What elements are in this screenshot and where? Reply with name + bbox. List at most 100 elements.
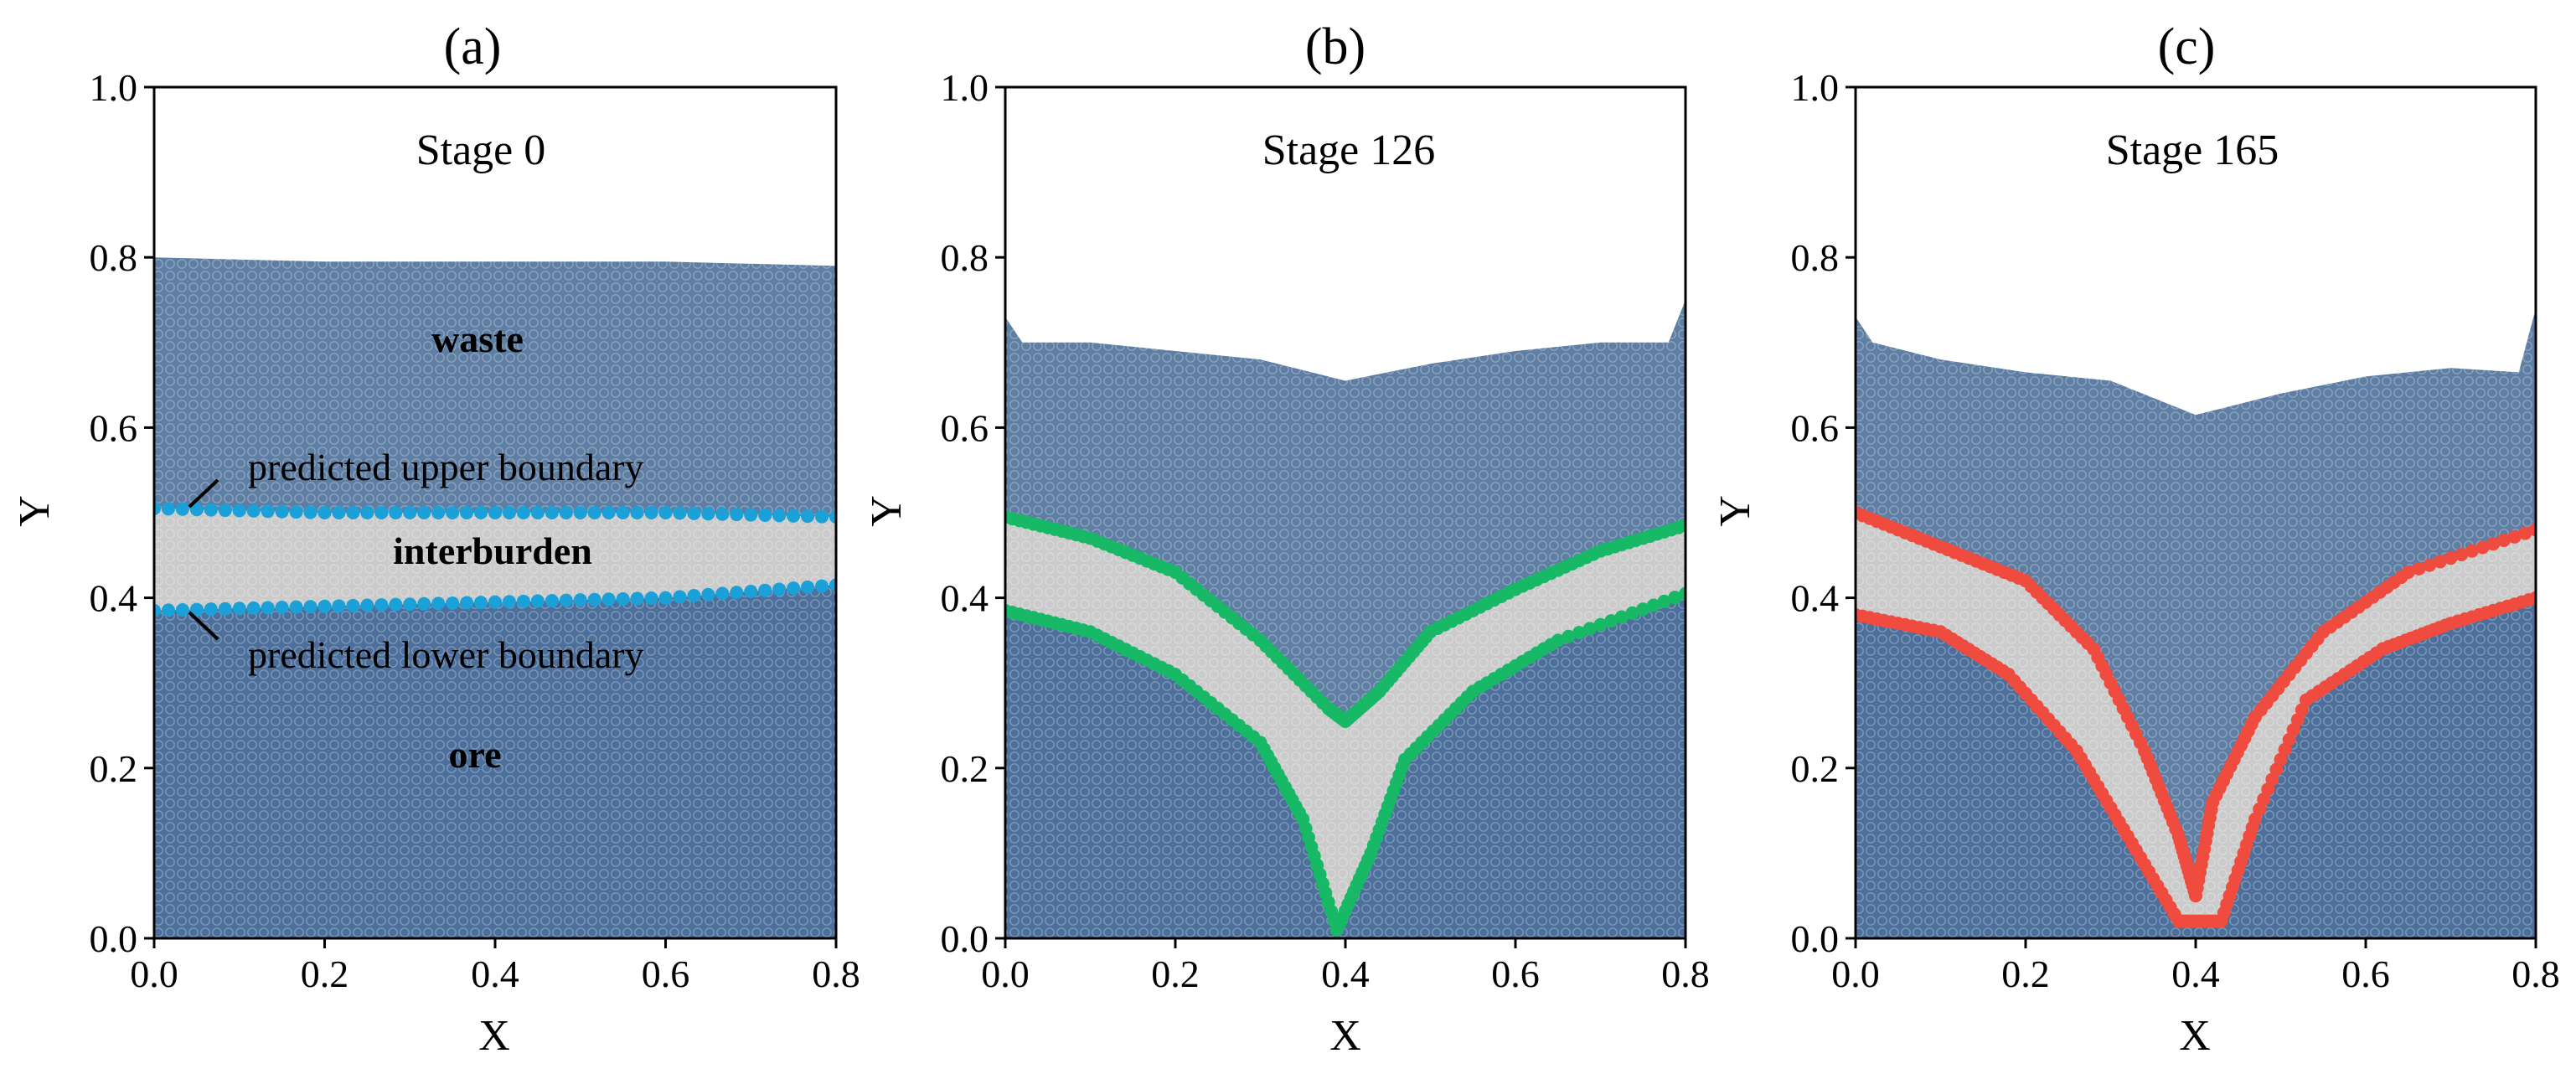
upper-boundary-point bbox=[431, 506, 446, 519]
upper-boundary-point bbox=[246, 503, 261, 518]
x-tick-label: 0.0 bbox=[1831, 953, 1880, 995]
panel-label: (c) bbox=[2158, 18, 2216, 75]
upper-boundary-point bbox=[687, 506, 701, 520]
x-tick-label: 0.6 bbox=[642, 953, 690, 995]
stage-title: Stage 0 bbox=[416, 127, 546, 174]
lower-boundary-point bbox=[1636, 602, 1650, 617]
lower-boundary-point bbox=[261, 601, 275, 615]
y-tick-label: 0.4 bbox=[90, 577, 138, 620]
x-tick-label: 0.4 bbox=[471, 953, 519, 995]
lower-boundary-point bbox=[601, 592, 616, 607]
upper-boundary-point bbox=[2465, 544, 2479, 558]
lower-boundary-point bbox=[204, 602, 218, 617]
lower-boundary-point bbox=[2529, 591, 2536, 605]
upper-boundary-point bbox=[204, 503, 218, 517]
lower-boundary-point bbox=[545, 593, 559, 607]
upper-boundary-point bbox=[744, 508, 758, 522]
lower-boundary-point bbox=[488, 595, 502, 609]
upper-boundary-point bbox=[573, 506, 587, 519]
lower-boundary-pointer bbox=[188, 611, 219, 641]
x-tick-label: 0.8 bbox=[812, 953, 860, 995]
lower-boundary-point bbox=[1668, 591, 1682, 605]
upper-boundary-point bbox=[758, 508, 772, 522]
upper-boundary-pointer bbox=[188, 478, 219, 509]
upper-boundary-point bbox=[815, 509, 829, 524]
lower-boundary-point bbox=[1625, 606, 1639, 620]
upper-boundary-point bbox=[730, 508, 744, 522]
x-axis-label: X bbox=[478, 1012, 510, 1060]
y-tick-label: 1.0 bbox=[90, 66, 138, 109]
x-tick-label: 0.4 bbox=[2171, 953, 2220, 995]
lower-boundary-point bbox=[446, 596, 460, 610]
y-axis-label: Y bbox=[863, 495, 911, 527]
lower-boundary-point bbox=[289, 600, 303, 614]
upper-boundary-point bbox=[2486, 537, 2501, 551]
lower-boundary-annotation: predicted lower boundary bbox=[248, 633, 644, 676]
upper-boundary-point bbox=[644, 506, 658, 519]
x-tick-label: 0.0 bbox=[981, 953, 1030, 995]
lower-boundary-point bbox=[516, 594, 530, 608]
lower-boundary-point bbox=[218, 602, 232, 616]
lower-boundary-point bbox=[175, 602, 189, 617]
lower-boundary-point bbox=[787, 581, 801, 596]
particle-texture bbox=[1856, 87, 2536, 938]
lower-boundary-point bbox=[1562, 629, 1576, 643]
lower-boundary-point bbox=[346, 598, 360, 612]
upper-boundary-point bbox=[317, 506, 332, 519]
upper-boundary-point bbox=[275, 504, 289, 519]
stage-title: Stage 126 bbox=[1262, 127, 1436, 174]
upper-boundary-point bbox=[2496, 534, 2511, 548]
stage-title: Stage 165 bbox=[2106, 127, 2279, 174]
upper-boundary-point bbox=[530, 506, 545, 519]
y-tick-label: 0.6 bbox=[1791, 406, 1840, 449]
lower-boundary-point bbox=[161, 603, 175, 617]
y-tick-label: 0.0 bbox=[1791, 917, 1840, 960]
upper-boundary-point bbox=[161, 502, 175, 516]
y-tick-label: 1.0 bbox=[1791, 66, 1840, 109]
x-axis-label: X bbox=[1329, 1012, 1361, 1060]
upper-boundary-point bbox=[2423, 558, 2437, 572]
upper-boundary-point bbox=[2433, 555, 2447, 569]
x-tick-label: 0.2 bbox=[1151, 953, 1200, 995]
x-axis-label: X bbox=[2179, 1012, 2211, 1060]
y-tick-label: 0.2 bbox=[1791, 747, 1840, 790]
upper-boundary-point bbox=[446, 506, 460, 519]
x-tick-label: 0.8 bbox=[1661, 953, 1710, 995]
lower-boundary-point bbox=[701, 587, 715, 602]
lower-boundary-point bbox=[815, 579, 829, 593]
lower-boundary-point bbox=[616, 591, 630, 606]
upper-boundary-point bbox=[701, 507, 715, 521]
upper-boundary-point bbox=[261, 504, 275, 519]
lower-boundary-point bbox=[154, 603, 161, 617]
y-tick-label: 0.8 bbox=[90, 236, 138, 279]
lower-boundary-point bbox=[1614, 610, 1629, 624]
upper-boundary-point bbox=[787, 509, 801, 523]
lower-boundary-point bbox=[559, 593, 573, 607]
x-tick-label: 0.6 bbox=[1491, 953, 1540, 995]
x-tick-label: 0.6 bbox=[2341, 953, 2390, 995]
lower-boundary-point bbox=[502, 595, 516, 609]
lower-boundary-point bbox=[403, 597, 417, 612]
lower-boundary-point bbox=[715, 586, 730, 601]
upper-boundary-point bbox=[673, 506, 687, 520]
lower-boundary-point bbox=[431, 596, 446, 611]
y-axis-label: Y bbox=[11, 495, 59, 527]
lower-boundary-point bbox=[1582, 622, 1597, 636]
lower-boundary-point bbox=[417, 596, 431, 611]
lower-boundary-point bbox=[232, 602, 246, 616]
panel-c: (c) Stage 165 0.0 0.2 0.4 0.6 0.8 0.0 0.2 0.4 0.… bbox=[1711, 18, 2560, 1060]
upper-boundary-point bbox=[545, 506, 559, 519]
panel-b: (b) Stage 126 0.0 0.2 0.4 0.6 0.8 0.0 0.2 0.4 0.… bbox=[863, 18, 1710, 1060]
upper-boundary-point bbox=[360, 506, 374, 519]
upper-boundary-point bbox=[460, 506, 474, 519]
upper-boundary-point bbox=[2412, 561, 2426, 576]
lower-boundary-point bbox=[1657, 594, 1671, 608]
lower-boundary-point bbox=[389, 597, 403, 612]
lower-boundary-point bbox=[360, 598, 374, 612]
interburden-label: interburden bbox=[393, 529, 592, 572]
x-tick-label: 0.2 bbox=[2001, 953, 2050, 995]
upper-boundary-point bbox=[801, 509, 815, 524]
lower-boundary-point bbox=[530, 594, 545, 608]
y-tick-label: 0.8 bbox=[1791, 236, 1840, 279]
